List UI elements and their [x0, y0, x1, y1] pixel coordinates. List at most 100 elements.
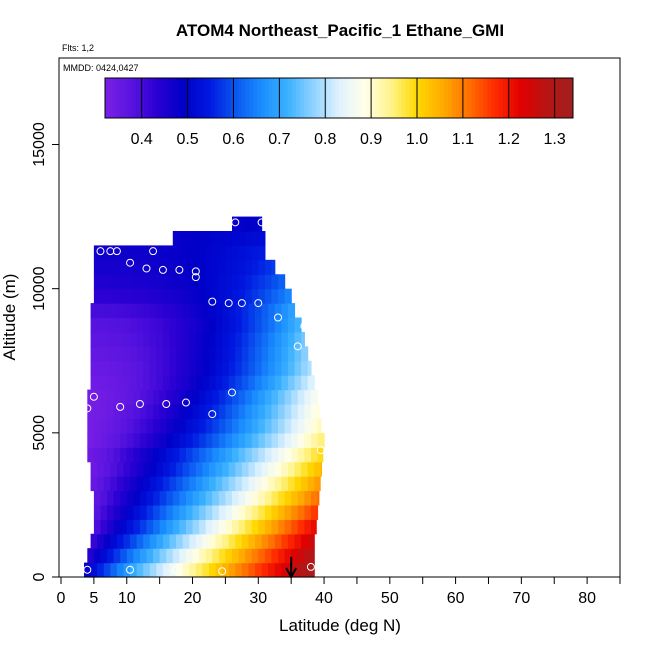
colorbar-tick-label: 0.6	[222, 131, 244, 148]
heatmap-cell	[126, 548, 134, 564]
heatmap-cell	[271, 259, 276, 275]
heatmap-cell	[113, 418, 121, 434]
heatmap-cell	[307, 375, 315, 391]
heatmap-cell	[294, 317, 302, 333]
heatmap-cell	[162, 461, 171, 477]
heatmap-cell	[93, 504, 102, 520]
heatmap-cell	[166, 432, 174, 448]
colorbar-segment	[385, 78, 391, 118]
heatmap-cell	[261, 317, 269, 333]
colorbar-segment	[557, 78, 562, 118]
heatmap-cell	[146, 504, 154, 520]
colorbar-segment	[296, 78, 301, 118]
heatmap-cell	[307, 533, 315, 549]
heatmap-cell	[251, 389, 259, 405]
heatmap-cell	[192, 504, 200, 520]
heatmap-cell	[185, 418, 194, 434]
heatmap-cell	[228, 346, 236, 362]
heatmap-cell	[251, 288, 259, 304]
heatmap-cell	[208, 375, 217, 391]
heatmap-cell	[133, 447, 141, 463]
heatmap-cell	[156, 533, 164, 549]
sample-point	[191, 273, 200, 282]
colorbar-segment	[186, 78, 192, 118]
heatmap-cell	[301, 331, 305, 347]
heatmap-cell	[172, 245, 180, 261]
colorbar-tick-label: 0.8	[314, 131, 336, 148]
heatmap-cell	[310, 389, 319, 405]
heatmap-cell	[225, 259, 233, 275]
heatmap-cell	[261, 533, 269, 549]
heatmap-cell	[222, 346, 230, 362]
colorbar-segment	[420, 78, 426, 118]
heatmap-cell	[307, 476, 315, 492]
colorbar-tick-label: 1.3	[544, 131, 566, 148]
heatmap-cell	[199, 447, 207, 463]
heatmap-cell	[126, 490, 134, 506]
heatmap-cell	[231, 274, 240, 290]
heatmap-cell	[261, 375, 269, 391]
heatmap-cell	[281, 562, 289, 578]
heatmap-cell	[297, 404, 305, 420]
heatmap-cell	[107, 259, 115, 275]
heatmap-cell	[215, 375, 223, 391]
dates-label: MMDD: 0424,0427	[63, 63, 139, 73]
heatmap-cell	[310, 504, 319, 520]
heatmap-cell	[93, 432, 102, 448]
heatmap-cell	[90, 331, 98, 347]
heatmap-cell	[268, 303, 276, 319]
heatmap-cell	[166, 389, 174, 405]
heatmap-cell	[146, 274, 154, 290]
heatmap-cell	[159, 404, 167, 420]
colorbar-segment	[491, 78, 496, 118]
heatmap-cell	[87, 404, 95, 420]
heatmap-cell	[130, 533, 138, 549]
heatmap-cell	[100, 490, 108, 506]
sample-point	[208, 297, 217, 306]
heatmap-cell	[182, 375, 190, 391]
heatmap-cell	[310, 447, 319, 463]
heatmap-cell	[284, 447, 292, 463]
heatmap-cell	[159, 432, 167, 448]
heatmap-cell	[130, 360, 138, 376]
colorbar-segment	[413, 78, 418, 118]
heatmap-cell	[176, 476, 184, 492]
heatmap-cell	[258, 389, 266, 405]
heatmap-cell	[268, 346, 276, 362]
heatmap-cell	[195, 303, 203, 319]
heatmap-cell	[284, 404, 292, 420]
heatmap-cell	[126, 432, 134, 448]
heatmap-cell	[231, 447, 240, 463]
heatmap-cell	[202, 317, 210, 333]
heatmap-cell	[245, 418, 253, 434]
heatmap-cell	[146, 519, 154, 535]
heatmap-cell	[97, 331, 105, 347]
heatmap-cell	[192, 274, 200, 290]
colorbar-segment	[409, 78, 414, 118]
heatmap-cell	[199, 389, 207, 405]
colorbar-segment	[194, 78, 200, 118]
heatmap-cell	[146, 432, 154, 448]
heatmap-cell	[218, 432, 227, 448]
colorbar-segment	[214, 78, 219, 118]
heatmap-cell	[126, 504, 134, 520]
sample-point	[237, 299, 246, 308]
heatmap-cell	[231, 389, 240, 405]
colorbar-segment	[218, 78, 223, 118]
heatmap-cell	[291, 490, 299, 506]
heatmap-cell	[202, 331, 210, 347]
heatmap-cell	[199, 432, 207, 448]
heatmap-cell	[208, 331, 217, 347]
heatmap-cell	[159, 504, 167, 520]
y-axis: 0 5000 10000 15000	[31, 122, 59, 581]
heatmap-cell	[176, 360, 184, 376]
heatmap-cell	[90, 461, 98, 477]
heatmap-cell	[189, 331, 197, 347]
heatmap-cell	[149, 375, 157, 391]
heatmap-cell	[255, 476, 263, 492]
heatmap-cell	[317, 418, 322, 434]
heatmap-cell	[212, 548, 220, 564]
heatmap-cell	[215, 533, 223, 549]
heatmap-cell	[291, 504, 299, 520]
heatmap-cell	[284, 519, 292, 535]
